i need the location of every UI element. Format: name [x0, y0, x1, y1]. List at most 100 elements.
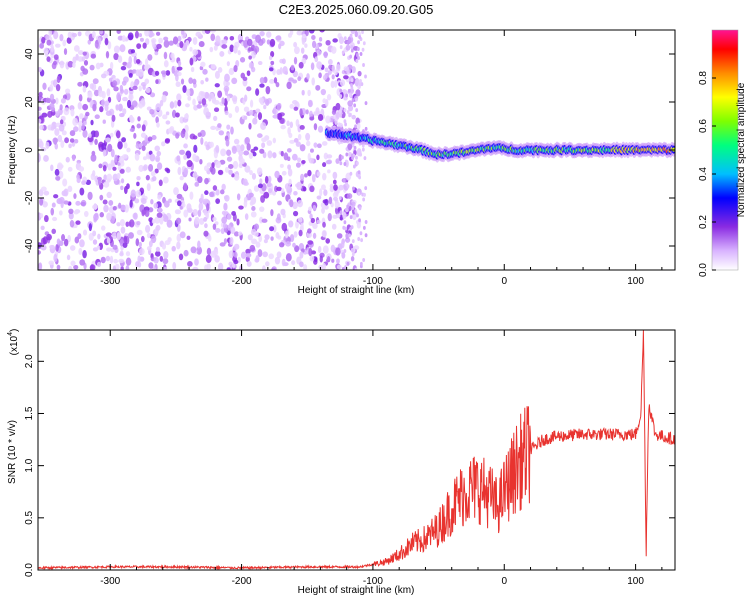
- spectrogram-noise-cell: [332, 38, 338, 43]
- spectrogram-noise-cell: [125, 265, 130, 270]
- spectrogram-noise-cell: [166, 219, 173, 228]
- spectrogram-noise-cell: [77, 233, 82, 240]
- spectrogram-noise-cell: [209, 166, 214, 173]
- spectrogram-noise-cell: [250, 66, 256, 73]
- spectrogram-noise-cell: [243, 199, 248, 208]
- spectrogram-noise-cell: [46, 233, 52, 241]
- spectrogram-noise-cell: [145, 224, 151, 233]
- spectrogram-noise-cell: [347, 88, 351, 93]
- spectrogram-noise-cell: [345, 152, 349, 157]
- spectrogram-noise-cell: [106, 88, 111, 97]
- spectrogram-noise-cell: [71, 32, 78, 38]
- spectrogram-noise-cell: [76, 177, 81, 184]
- spectrogram-noise-cell: [301, 37, 306, 45]
- spectrogram-noise-cell: [230, 126, 234, 135]
- spectrogram-noise-cell: [273, 224, 277, 233]
- spectrogram-noise-cell: [308, 99, 313, 108]
- spectrogram-noise-cell: [105, 110, 112, 116]
- spectrogram-noise-cell: [180, 129, 186, 139]
- spectrogram-noise-cell: [293, 231, 298, 238]
- spectrogram-noise-cell: [346, 238, 349, 243]
- spectrogram-noise-cell: [59, 210, 63, 216]
- spectrogram-noise-cell: [279, 163, 284, 168]
- spectrogram-noise-cell: [189, 57, 194, 66]
- spectrogram-noise-cell: [258, 97, 264, 104]
- spectrogram-noise-cell: [116, 30, 121, 35]
- spectrogram-noise-cell: [59, 34, 64, 42]
- spectrogram-noise-cell: [120, 226, 126, 234]
- spectrogram-noise-cell: [92, 170, 96, 177]
- spectrogram-noise-cell: [129, 116, 135, 123]
- spectrogram-noise-cell: [196, 246, 203, 255]
- spectrogram-noise-cell: [297, 76, 302, 82]
- spectrogram-noise-cell: [309, 116, 315, 121]
- spectrogram-noise-cell: [96, 245, 101, 250]
- snr-y-multiplier: (x104): [7, 329, 20, 356]
- spectrogram-noise-cell: [293, 190, 298, 196]
- spectrogram-noise-cell: [248, 192, 254, 198]
- spectrogram-noise-cell: [192, 78, 197, 85]
- spectrogram-noise-cell: [200, 91, 206, 97]
- spectrogram-noise-cell: [249, 201, 254, 206]
- spectrogram-noise-cell: [287, 164, 292, 170]
- spectrogram-noise-cell: [243, 106, 250, 113]
- spectrogram-noise-cell: [323, 189, 328, 196]
- spectrogram-noise-cell: [226, 61, 230, 67]
- spectrogram-noise-cell: [82, 129, 88, 138]
- spectrogram-noise-cell: [264, 234, 270, 240]
- spectrogram-noise-cell: [39, 198, 44, 206]
- spectrogram-noise-cell: [224, 73, 230, 82]
- spectrogram-noise-cell: [228, 164, 234, 169]
- spectrogram-noise-cell: [226, 95, 231, 102]
- spectrogram-noise-cell: [63, 188, 69, 197]
- spectrogram-noise-cell: [121, 35, 126, 42]
- spectrogram-noise-cell: [247, 234, 253, 241]
- spectrogram-noise-cell: [138, 164, 144, 172]
- spectrogram-noise-cell: [262, 265, 266, 270]
- spectrogram-noise-cell: [324, 204, 329, 210]
- spectrogram-noise-cell: [363, 156, 367, 161]
- spectrogram-noise-cell: [73, 193, 77, 200]
- spectrogram-noise-cell: [119, 44, 126, 53]
- spectrogram-noise-cell: [267, 150, 273, 159]
- spectrogram-noise-cell: [295, 162, 301, 168]
- spectrogram-noise-cell: [205, 144, 210, 151]
- spectrogram-noise-cell: [140, 98, 145, 106]
- spectrogram-noise-cell: [238, 149, 244, 156]
- spectrogram-noise-cell: [346, 261, 350, 266]
- spectrogram-noise-cell: [177, 71, 182, 77]
- spectrogram-noise-cell: [294, 245, 300, 253]
- spectrogram-noise-cell: [138, 69, 144, 77]
- spectrogram-noise-cell: [43, 154, 49, 162]
- spectrogram-noise-cell: [289, 121, 294, 129]
- spectrogram-noise-cell: [120, 266, 124, 270]
- spectrogram-noise-cell: [120, 245, 124, 251]
- spectrogram-noise-cell: [351, 98, 355, 103]
- spectrogram-noise-cell: [122, 61, 128, 66]
- spectrogram-noise-cell: [208, 191, 215, 198]
- snr-x-ticks: -300 -200 -100 0 100: [100, 330, 663, 587]
- spectrogram-noise-cell: [155, 224, 161, 231]
- spectrogram-noise-cell: [121, 137, 127, 143]
- spectrogram-x-tick-label-4: 100: [627, 276, 644, 287]
- spectrogram-noise-cell: [263, 238, 268, 244]
- spectrogram-noise-cell: [73, 210, 79, 215]
- spectrogram-noise-cell: [204, 177, 209, 185]
- spectrogram-noise-cell: [193, 144, 198, 153]
- spectrogram-noise-cell: [299, 251, 304, 259]
- spectrogram-noise-cell: [249, 99, 254, 108]
- spectrogram-noise-cell: [102, 149, 107, 157]
- spectrogram-noise-cell: [345, 93, 349, 98]
- spectrogram-noise-cell: [55, 97, 59, 105]
- spectrogram-noise-cell: [214, 255, 220, 263]
- spectrogram-noise-cell: [197, 240, 201, 249]
- spectrogram-noise-cell: [301, 33, 307, 39]
- spectrogram-noise-cell: [99, 194, 104, 201]
- spectrogram-noise-cell: [339, 214, 344, 221]
- spectrogram-noise-cell: [328, 196, 333, 205]
- spectrogram-noise-cell: [75, 200, 81, 206]
- spectrogram-noise-cell: [43, 47, 49, 55]
- spectrogram-noise-cell: [278, 43, 282, 50]
- spectrogram-noise-cell: [362, 258, 366, 263]
- spectrogram-noise-cell: [46, 39, 52, 46]
